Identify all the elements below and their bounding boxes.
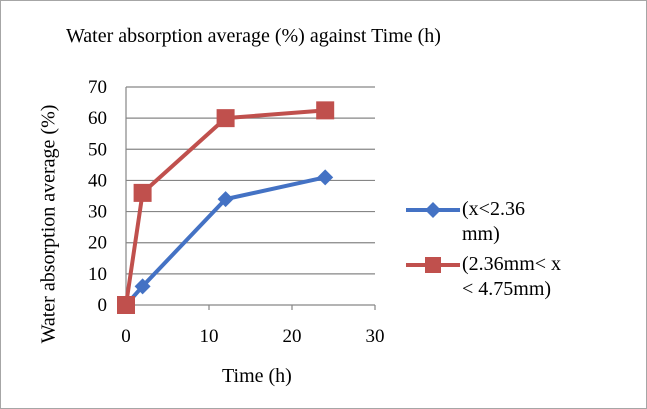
- legend-label-series-2: (2.36mm< x < 4.75mm): [462, 253, 562, 300]
- y-axis-label: Water absorption average (%): [37, 104, 60, 344]
- y-tick-label-40: 40: [88, 170, 107, 191]
- series-2-point-2: [133, 183, 152, 202]
- series-2-point-4: [316, 101, 335, 120]
- y-tick-label-10: 10: [88, 264, 107, 285]
- legend-item-series-2: (2.36mm< x < 4.75mm): [404, 252, 564, 302]
- chart-title: Water absorption average (%) against Tim…: [66, 25, 441, 47]
- legend-swatch-diamond-icon: [406, 202, 460, 218]
- legend: (x<2.36 mm) (2.36mm< x < 4.75mm): [404, 197, 564, 307]
- y-tick-label-30: 30: [88, 202, 107, 223]
- series-2-point-3: [216, 109, 235, 128]
- legend-item-series-1: (x<2.36 mm): [404, 197, 564, 247]
- x-tick-label-30: 30: [366, 326, 385, 347]
- x-axis-label: Time (h): [222, 365, 292, 387]
- series-line-1: [124, 175, 326, 307]
- x-tick-label-10: 10: [200, 326, 219, 347]
- series-1-point-4: [317, 169, 334, 186]
- series-1-point-3: [217, 191, 234, 208]
- legend-swatch-square-icon: [406, 257, 460, 273]
- x-tick-label-0: 0: [121, 326, 131, 347]
- y-tick-label-50: 50: [88, 139, 107, 160]
- y-tick-label-60: 60: [88, 108, 107, 129]
- series-1-point-2: [134, 278, 151, 295]
- y-tick-label-0: 0: [98, 295, 108, 316]
- legend-label-series-1: (x<2.36 mm): [462, 198, 525, 245]
- y-tick-label-20: 20: [88, 233, 107, 254]
- x-tick-label-20: 20: [283, 326, 302, 347]
- y-tick-label-70: 70: [88, 77, 107, 98]
- series-2-point-1: [117, 296, 135, 314]
- series-line-2: [124, 108, 326, 306]
